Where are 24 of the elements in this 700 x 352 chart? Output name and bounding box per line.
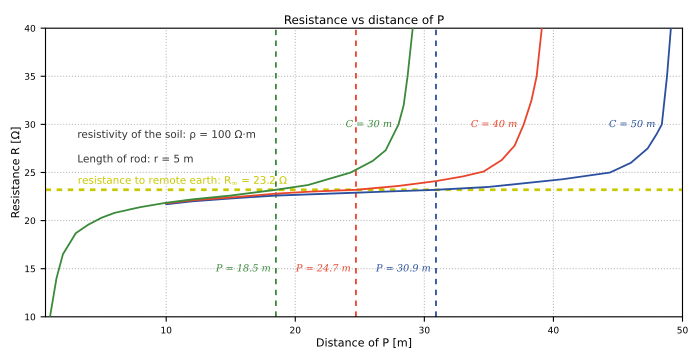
y-tick-label: 35 — [24, 72, 35, 80]
y-tick-label: 15 — [25, 266, 35, 272]
x-tick-label: 50 — [677, 326, 688, 334]
series-label: C = 50 m — [609, 120, 655, 128]
x-tick-label: 20 — [290, 326, 300, 334]
y-tick-label: 20 — [24, 217, 36, 224]
y-axis-title: Resistance R [Ω] — [10, 128, 21, 218]
annotation: resistivity of the soil: ρ = 100 Ω·m — [78, 130, 256, 140]
ref-line-label: resistance to remote earth: R$_{∞}$ = 23.2 Ω — [78, 176, 287, 185]
chart-title: Resistance vs distance of P — [285, 15, 444, 24]
y-tick-label: 25 — [24, 169, 35, 176]
series-label: C = 30 m — [346, 120, 392, 128]
y-tick-label: 40 — [24, 24, 36, 32]
annotation: Length of rod: r = 5 m — [78, 154, 193, 165]
y-tick-label: 30 — [24, 121, 36, 128]
x-tick-label: 40 — [548, 326, 559, 334]
ref-line-label: P = 24.7 m — [296, 264, 350, 272]
y-tick-label: 10 — [25, 314, 36, 320]
ref-line-label: P = 30.9 m — [376, 264, 430, 272]
series-label: C = 40 m — [471, 120, 517, 128]
x-tick-label: 30 — [419, 326, 430, 334]
ref-line-label: P = 18.5 m — [216, 264, 270, 272]
x-tick-label: 10 — [161, 326, 172, 334]
x-axis-title: Distance of P [m] — [317, 338, 412, 348]
